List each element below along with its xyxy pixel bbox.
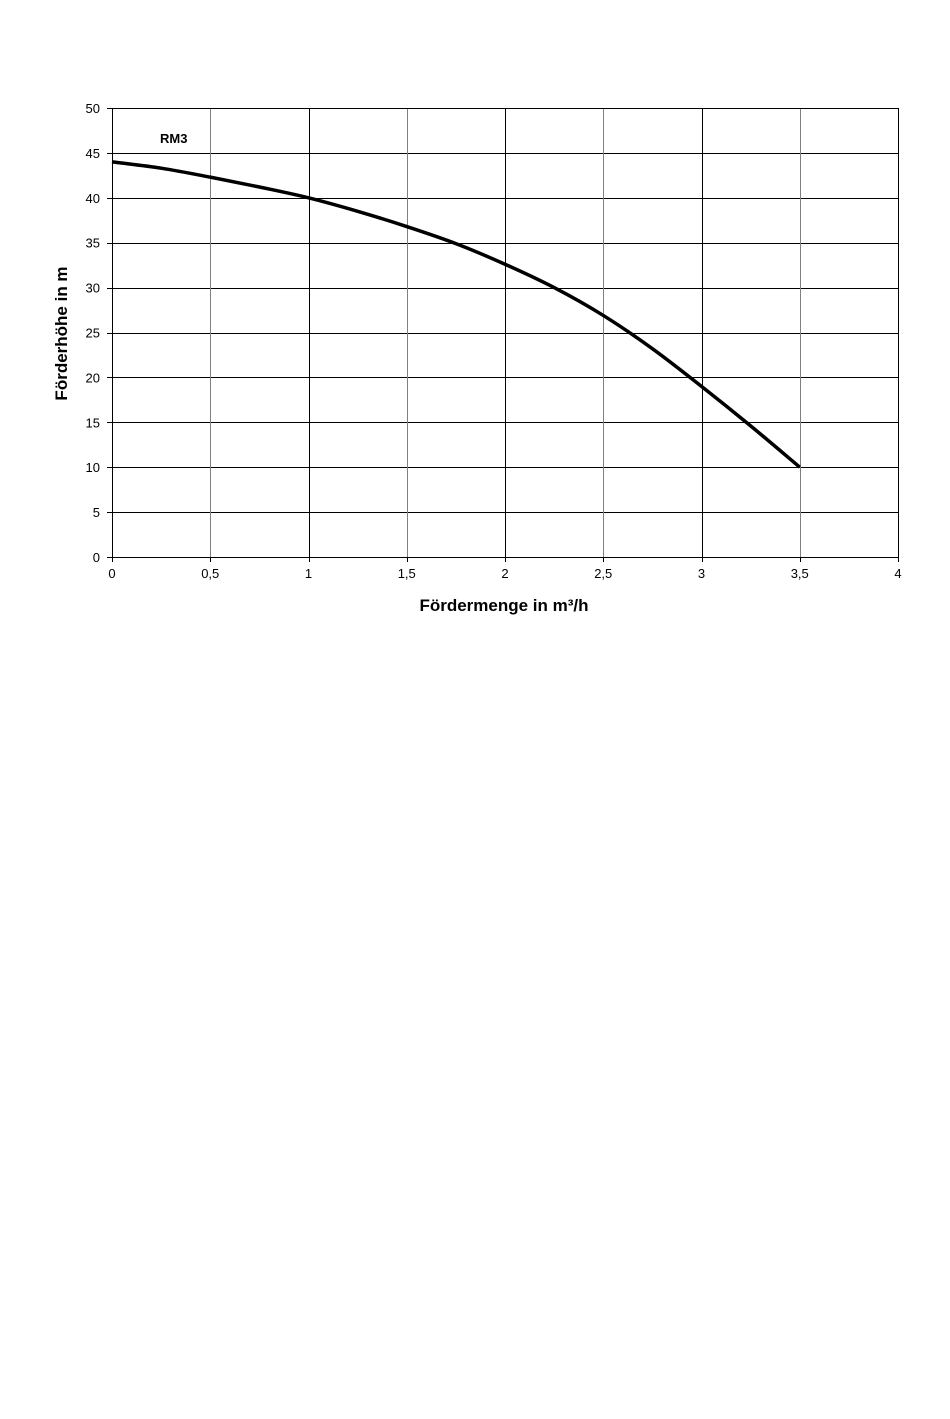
x-tick-label: 0 [108,566,115,581]
y-tick-label: 30 [86,281,100,296]
x-axis-ticks: 0 0,5 1 1,5 2 2,5 3 3,5 4 [108,557,902,581]
grid [112,108,899,558]
x-tick-label: 2 [501,566,508,581]
y-tick-label: 10 [86,460,100,475]
y-axis-ticks: 0 5 10 15 20 25 30 35 40 45 50 [86,101,112,565]
x-tick-label: 4 [894,566,901,581]
x-tick-label: 0,5 [201,566,219,581]
x-tick-label: 3 [698,566,705,581]
series [111,160,801,469]
x-tick-label: 1 [305,566,312,581]
series-label: RM3 [160,131,187,146]
x-tick-label: 2,5 [594,566,612,581]
y-tick-label: 45 [86,146,100,161]
y-tick-label: 35 [86,236,100,251]
y-tick-label: 40 [86,191,100,206]
x-tick-label: 1,5 [398,566,416,581]
y-tick-label: 15 [86,415,100,430]
y-tick-label: 25 [86,326,100,341]
y-tick-label: 20 [86,370,100,385]
y-tick-label: 50 [86,101,100,116]
y-axis-title: Förderhöhe in m [52,266,71,400]
x-axis-title: Fördermenge in m³/h [419,596,588,615]
y-tick-label: 0 [93,550,100,565]
series-line-rm3 [111,160,801,469]
y-tick-label: 5 [93,505,100,520]
x-tick-label: 3,5 [791,566,809,581]
